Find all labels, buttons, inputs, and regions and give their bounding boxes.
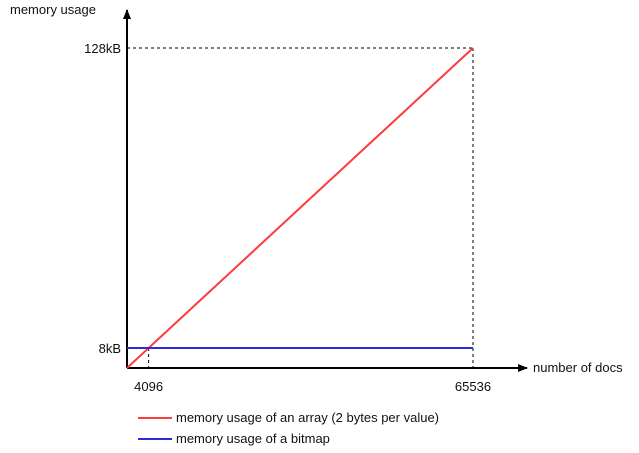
tick-labels: 8kB 128kB 4096 65536 — [84, 41, 491, 394]
legend: memory usage of an array (2 bytes per va… — [138, 410, 439, 446]
series-line-1 — [126, 47, 474, 369]
x-tick-label: 4096 — [134, 379, 163, 394]
x-axis-label: number of docs — [533, 360, 623, 375]
y-tick-label: 128kB — [84, 41, 121, 56]
x-tick-label: 65536 — [455, 379, 491, 394]
legend-label: memory usage of an array (2 bytes per va… — [176, 410, 439, 425]
y-tick-label: 8kB — [99, 341, 121, 356]
guide-lines — [127, 47, 474, 368]
series-lines — [126, 47, 474, 369]
legend-label: memory usage of a bitmap — [176, 431, 330, 446]
y-axis-label: memory usage — [10, 2, 96, 17]
